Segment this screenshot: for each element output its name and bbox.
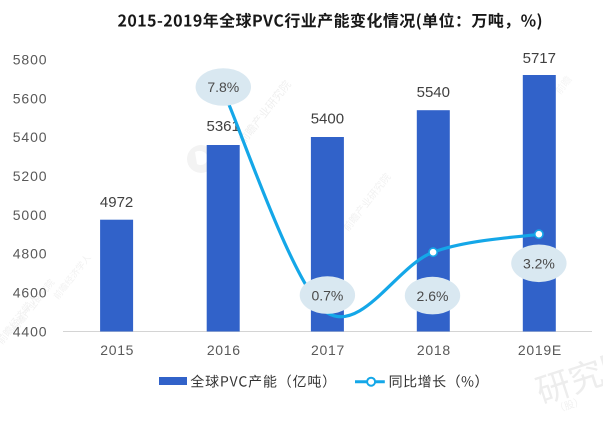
svg-text:4600: 4600 <box>13 285 48 301</box>
svg-text:2018: 2018 <box>417 342 451 358</box>
svg-text:2016: 2016 <box>207 342 241 358</box>
svg-text:5600: 5600 <box>13 90 48 106</box>
svg-text:5400: 5400 <box>311 111 344 128</box>
svg-text:5361: 5361 <box>207 118 240 135</box>
svg-text:0.7%: 0.7% <box>311 287 343 303</box>
svg-text:3.2%: 3.2% <box>523 256 555 272</box>
svg-text:5000: 5000 <box>13 207 48 223</box>
svg-text:5540: 5540 <box>417 84 450 101</box>
svg-text:5400: 5400 <box>13 129 48 145</box>
svg-text:7.8%: 7.8% <box>207 79 239 95</box>
svg-text:2.6%: 2.6% <box>417 288 449 304</box>
svg-text:4400: 4400 <box>13 323 48 339</box>
svg-text:5200: 5200 <box>13 168 48 184</box>
svg-text:2019E: 2019E <box>518 342 562 358</box>
svg-text:4972: 4972 <box>100 194 133 211</box>
svg-text:2015: 2015 <box>100 342 134 358</box>
svg-text:2017: 2017 <box>311 342 345 358</box>
svg-text:5717: 5717 <box>523 50 556 67</box>
svg-text:5800: 5800 <box>13 52 48 68</box>
svg-text:4800: 4800 <box>13 246 48 262</box>
